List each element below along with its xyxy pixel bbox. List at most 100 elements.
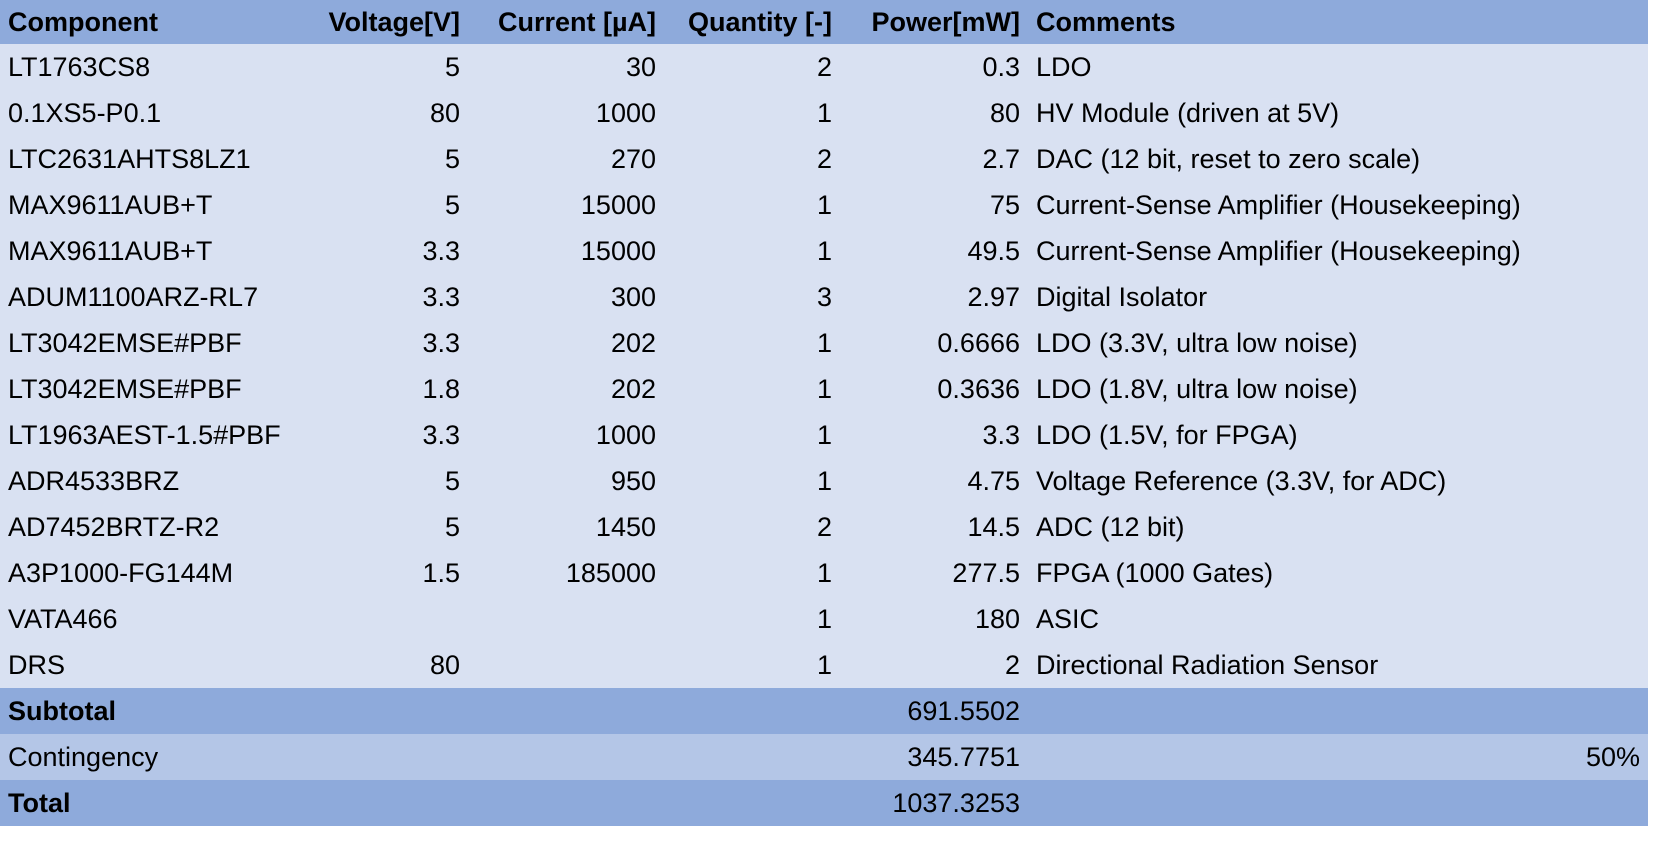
cell-current: 185000: [468, 550, 664, 596]
header-quantity: Quantity [-]: [664, 0, 840, 44]
header-comments: Comments: [1028, 0, 1648, 44]
total-power: 1037.3253: [840, 780, 1028, 826]
header-voltage: Voltage[V]: [300, 0, 468, 44]
subtotal-power: 691.5502: [840, 688, 1028, 734]
cell-component: LT1763CS8: [0, 44, 300, 90]
contingency-label: Contingency: [0, 734, 300, 780]
cell-current: 300: [468, 274, 664, 320]
table-row: A3P1000-FG144M 1.5 185000 1 277.5 FPGA (1000 …: [0, 550, 1648, 596]
cell-comments: ASIC: [1028, 596, 1648, 642]
cell-voltage: 1.8: [300, 366, 468, 412]
cell-comments: LDO (1.5V, for FPGA): [1028, 412, 1648, 458]
contingency-row: Contingency 345.7751 50%: [0, 734, 1648, 780]
subtotal-row: Subtotal 691.5502: [0, 688, 1648, 734]
cell-voltage: 3.3: [300, 412, 468, 458]
total-row: Total 1037.3253: [0, 780, 1648, 826]
cell-voltage: 5: [300, 504, 468, 550]
cell-component: DRS: [0, 642, 300, 688]
cell-component: AD7452BRTZ-R2: [0, 504, 300, 550]
cell-power: 0.6666: [840, 320, 1028, 366]
cell-current: 202: [468, 320, 664, 366]
cell-quantity: 2: [664, 44, 840, 90]
cell-power: 49.5: [840, 228, 1028, 274]
cell-current: 15000: [468, 182, 664, 228]
cell-power: 14.5: [840, 504, 1028, 550]
total-empty-current: [468, 780, 664, 826]
cell-current: 1450: [468, 504, 664, 550]
cell-voltage: 5: [300, 44, 468, 90]
cell-current: 270: [468, 136, 664, 182]
cell-comments: HV Module (driven at 5V): [1028, 90, 1648, 136]
cell-voltage: 80: [300, 642, 468, 688]
cell-power: 0.3636: [840, 366, 1028, 412]
cell-component: LT1963AEST-1.5#PBF: [0, 412, 300, 458]
cell-comments: Digital Isolator: [1028, 274, 1648, 320]
cell-comments: ADC (12 bit): [1028, 504, 1648, 550]
cell-voltage: 3.3: [300, 320, 468, 366]
cell-quantity: 3: [664, 274, 840, 320]
cell-quantity: 1: [664, 228, 840, 274]
cell-quantity: 2: [664, 504, 840, 550]
cell-comments: FPGA (1000 Gates): [1028, 550, 1648, 596]
cell-comments: LDO: [1028, 44, 1648, 90]
table-row: DRS 80 1 2 Directional Radiation Sensor: [0, 642, 1648, 688]
cell-voltage: 3.3: [300, 274, 468, 320]
cell-comments: LDO (1.8V, ultra low noise): [1028, 366, 1648, 412]
subtotal-empty-voltage: [300, 688, 468, 734]
contingency-power: 345.7751: [840, 734, 1028, 780]
cell-quantity: 1: [664, 90, 840, 136]
cell-comments: DAC (12 bit, reset to zero scale): [1028, 136, 1648, 182]
cell-voltage: 3.3: [300, 228, 468, 274]
header-row: Component Voltage[V] Current [µA] Quanti…: [0, 0, 1648, 44]
total-empty-comments: [1028, 780, 1648, 826]
cell-quantity: 1: [664, 596, 840, 642]
contingency-percent: 50%: [1028, 734, 1648, 780]
cell-comments: Current-Sense Amplifier (Housekeeping): [1028, 228, 1648, 274]
cell-quantity: 1: [664, 458, 840, 504]
cell-current: 950: [468, 458, 664, 504]
cell-voltage: 5: [300, 458, 468, 504]
table-row: LT1763CS8 5 30 2 0.3 LDO: [0, 44, 1648, 90]
cell-current: [468, 642, 664, 688]
table-row: LTC2631AHTS8LZ1 5 270 2 2.7 DAC (12 bit, rese…: [0, 136, 1648, 182]
cell-power: 75: [840, 182, 1028, 228]
header-component: Component: [0, 0, 300, 44]
table-row: LT3042EMSE#PBF 3.3 202 1 0.6666 LDO (3.3V, ul…: [0, 320, 1648, 366]
cell-quantity: 1: [664, 366, 840, 412]
cell-power: 2.97: [840, 274, 1028, 320]
table-row: LT3042EMSE#PBF 1.8 202 1 0.3636 LDO (1.8V, ul…: [0, 366, 1648, 412]
cell-power: 80: [840, 90, 1028, 136]
table-row: ADUM1100ARZ-RL7 3.3 300 3 2.97 Digital Isolat…: [0, 274, 1648, 320]
contingency-empty-current: [468, 734, 664, 780]
cell-comments: Current-Sense Amplifier (Housekeeping): [1028, 182, 1648, 228]
cell-power: 2: [840, 642, 1028, 688]
subtotal-empty-quantity: [664, 688, 840, 734]
cell-current: 1000: [468, 412, 664, 458]
header-current: Current [µA]: [468, 0, 664, 44]
cell-component: LTC2631AHTS8LZ1: [0, 136, 300, 182]
cell-quantity: 1: [664, 182, 840, 228]
cell-voltage: [300, 596, 468, 642]
cell-component: 0.1XS5-P0.1: [0, 90, 300, 136]
table-row: MAX9611AUB+T 5 15000 1 75 Current-Sense Ampli…: [0, 182, 1648, 228]
cell-voltage: 1.5: [300, 550, 468, 596]
cell-component: ADUM1100ARZ-RL7: [0, 274, 300, 320]
cell-power: 277.5: [840, 550, 1028, 596]
cell-component: MAX9611AUB+T: [0, 182, 300, 228]
cell-component: LT3042EMSE#PBF: [0, 320, 300, 366]
cell-quantity: 1: [664, 320, 840, 366]
cell-power: 3.3: [840, 412, 1028, 458]
cell-component: A3P1000-FG144M: [0, 550, 300, 596]
contingency-empty-quantity: [664, 734, 840, 780]
cell-power: 0.3: [840, 44, 1028, 90]
table-row: ADR4533BRZ 5 950 1 4.75 Voltage Reference (3.…: [0, 458, 1648, 504]
cell-current: 15000: [468, 228, 664, 274]
power-budget-table: Component Voltage[V] Current [µA] Quanti…: [0, 0, 1648, 826]
cell-voltage: 5: [300, 182, 468, 228]
component-rows: LT1763CS8 5 30 2 0.3 LDO 0.1XS5-P0.1 80 1000 1 80 H…: [0, 44, 1648, 688]
cell-component: MAX9611AUB+T: [0, 228, 300, 274]
cell-comments: LDO (3.3V, ultra low noise): [1028, 320, 1648, 366]
cell-current: 202: [468, 366, 664, 412]
cell-voltage: 5: [300, 136, 468, 182]
cell-current: 30: [468, 44, 664, 90]
